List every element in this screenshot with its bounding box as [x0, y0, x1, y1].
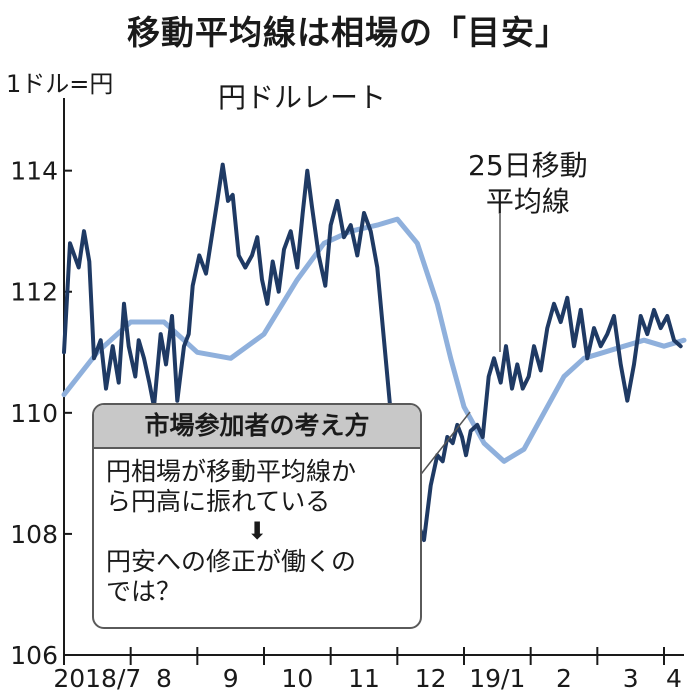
moving-average-label-line2: 平均線: [485, 185, 570, 218]
series-lines: [61, 162, 687, 542]
note-line-4: では？: [106, 577, 182, 606]
x-tick-label-1: 8: [156, 664, 172, 693]
moving-average-series-label: 25日移動 平均線: [468, 148, 588, 220]
x-tick-label-5: 12: [415, 664, 447, 693]
moving-average-label-line1: 25日移動: [468, 149, 588, 182]
y-tick-label-110: 110: [10, 399, 58, 428]
down-arrow-icon: ⬇: [246, 517, 268, 545]
chart-title: 移動平均線は相場の「目安」: [127, 13, 569, 52]
note-line-2: ら円高に振れている: [106, 487, 331, 516]
y-tick-label-112: 112: [10, 278, 58, 307]
x-tick-label-8: 3: [623, 664, 639, 693]
note-line-1: 円相場が移動平均線か: [106, 457, 357, 486]
x-tick-label-7: 2: [556, 664, 572, 693]
usd-jpy-series-label: 円ドルレート: [218, 81, 387, 114]
moving-average-line: [61, 216, 687, 464]
y-tick-label-108: 108: [10, 520, 58, 549]
y-tick-label-106: 106: [10, 641, 58, 670]
x-tick-label-4: 11: [348, 664, 380, 693]
usd-jpy-line: [62, 162, 683, 542]
callout-lines: [417, 214, 501, 479]
y-tick-label-114: 114: [10, 157, 58, 186]
note-heading: 市場参加者の考え方: [94, 405, 420, 449]
note-callout-line: [417, 411, 471, 479]
y-axis-unit-label: 1ドル=円: [6, 70, 114, 98]
market-view-note-box: 市場参加者の考え方 円相場が移動平均線か ら円高に振れている ⬇ 円安への修正が…: [92, 403, 422, 629]
note-line-3: 円安への修正が働くの: [106, 547, 357, 576]
x-tick-label-9: 4: [666, 664, 682, 693]
x-tick-label-6: 19/1: [469, 664, 525, 693]
x-tick-label-2: 9: [223, 664, 239, 693]
x-tick-label-3: 10: [281, 664, 313, 693]
x-tick-label-0: 2018/7: [53, 664, 141, 693]
axes: 106 108 110 112 114 2018/7 8 9 10 11 12 19/1 2 3 4: [10, 98, 684, 693]
